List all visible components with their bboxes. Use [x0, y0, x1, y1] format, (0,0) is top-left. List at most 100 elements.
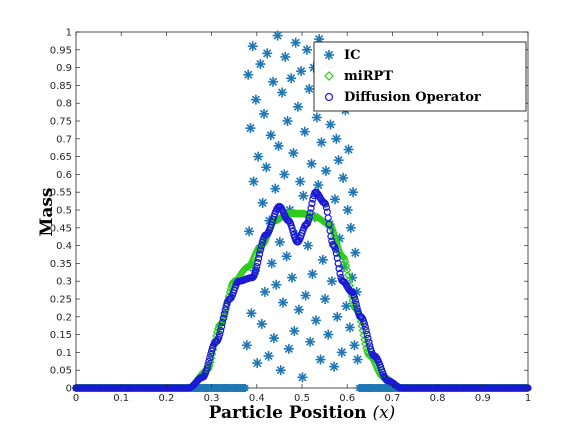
y-tick-label: 0.45 [50, 223, 72, 234]
legend-entry-mirpt: miRPT [324, 69, 393, 84]
y-tick-label: 0.5 [56, 206, 72, 217]
diffusion-operator-point [306, 209, 314, 217]
ic-point [341, 301, 352, 312]
y-tick-label: 0.9 [56, 63, 72, 74]
ic-point [259, 286, 270, 297]
diffusion-operator-point [321, 200, 330, 208]
diffusion-operator-point [352, 300, 360, 308]
x-axis-ticks: 0 0.1 0.2 0.3 0.4 0.5 0.6 0.7 0.8 0.9 1 [73, 32, 531, 404]
ic-point [241, 384, 250, 392]
ic-point [281, 251, 292, 262]
y-tick-label: 0.15 [50, 330, 72, 341]
ic-point [297, 372, 308, 383]
ic-point [343, 144, 354, 155]
ic-point [270, 183, 281, 194]
legend-label-mirpt: miRPT [344, 69, 393, 84]
diffusion-operator-point [206, 354, 214, 362]
diffusion-operator-point [350, 293, 359, 301]
y-tick-label: 0.3 [56, 277, 72, 288]
ic-point [255, 59, 266, 70]
ic-point [286, 73, 297, 84]
diffusion-operator-point [204, 361, 212, 369]
diffusion-operator-point [215, 333, 223, 341]
ic-point [333, 155, 344, 166]
ic-point [244, 226, 255, 237]
diffusion-operator-point [207, 350, 215, 358]
diffusion-operator-point [353, 304, 361, 312]
ic-point [301, 44, 312, 55]
ic-point [256, 318, 267, 329]
mirpt-point [328, 225, 337, 234]
diffusion-operator-point [221, 306, 229, 314]
diffusion-operator-point [360, 320, 368, 328]
ic-point [316, 137, 327, 148]
diffusion-operator-point [333, 254, 341, 262]
ic-point [292, 101, 303, 112]
ic-point [320, 294, 331, 304]
y-tick-label: 0.8 [56, 99, 72, 110]
diffusion-operator-point [288, 224, 296, 232]
ic-point [332, 311, 343, 322]
ic-point [282, 116, 293, 126]
diffusion-operator-point [216, 330, 224, 338]
diffusion-operator-point [330, 242, 338, 250]
legend-marker-mirpt [324, 71, 334, 81]
diffusion-operator-point [327, 232, 335, 240]
ic-point [243, 69, 254, 80]
diffusion-operator-point [256, 246, 265, 254]
ic-point [278, 297, 289, 308]
diffusion-operator-point [332, 249, 340, 257]
y-tick-label: 1 [66, 28, 72, 39]
ic-point [252, 358, 263, 369]
x-tick-label: 0.3 [204, 393, 220, 404]
diffusion-operator-point [363, 330, 371, 339]
ic-point [350, 247, 361, 258]
diffusion-operator-point [217, 327, 225, 335]
legend: IC miRPT Diffusion Operator [313, 41, 527, 112]
x-tick-label: 1 [525, 393, 531, 404]
ic-point [246, 308, 257, 319]
ic-point [259, 108, 270, 119]
mirpt-point [357, 321, 366, 331]
legend-marker-diffusion-operator [324, 92, 334, 102]
x-tick-label: 0.7 [384, 393, 400, 404]
ic-point [262, 48, 273, 59]
ic-point [329, 194, 340, 205]
ic-point [287, 272, 298, 283]
ic-point [263, 350, 274, 361]
ic-point [295, 176, 306, 187]
legend-asterisk-icon [324, 50, 334, 60]
mirpt-point [342, 261, 351, 270]
ic-point [352, 354, 363, 365]
ic-point [293, 304, 304, 315]
diffusion-operator-point [334, 259, 342, 267]
diffusion-operator-point [362, 326, 370, 335]
ic-point [299, 126, 310, 137]
ic-point [315, 354, 326, 365]
diffusion-operator-point [205, 357, 213, 365]
y-tick-label: 0.4 [56, 241, 72, 252]
ic-point [248, 176, 259, 187]
y-tick-label: 0.35 [50, 259, 72, 270]
ic-point [288, 148, 299, 159]
diffusion-operator-point [251, 269, 259, 277]
diffusion-operator-point [253, 262, 261, 271]
x-tick-label: 0 [73, 393, 79, 404]
ic-point [265, 130, 276, 141]
ic-point [325, 119, 336, 130]
diffusion-operator-point [254, 259, 262, 267]
ic-point [241, 340, 252, 351]
diffusion-operator-point [336, 269, 344, 278]
ic-point [336, 347, 347, 358]
y-tick-label: 0.95 [50, 45, 72, 56]
ic-point [344, 322, 355, 333]
mirpt-point [348, 296, 357, 305]
mirpt-point [340, 254, 349, 263]
x-tick-label: 0.5 [294, 393, 310, 404]
x-tick-label: 0.1 [113, 393, 129, 404]
legend-label-ic: IC [344, 48, 360, 63]
diffusion-operator-point [218, 318, 227, 327]
diffusion-operator-point [255, 250, 264, 258]
ic-point [305, 336, 316, 347]
diffusion-operator-point [219, 314, 227, 322]
